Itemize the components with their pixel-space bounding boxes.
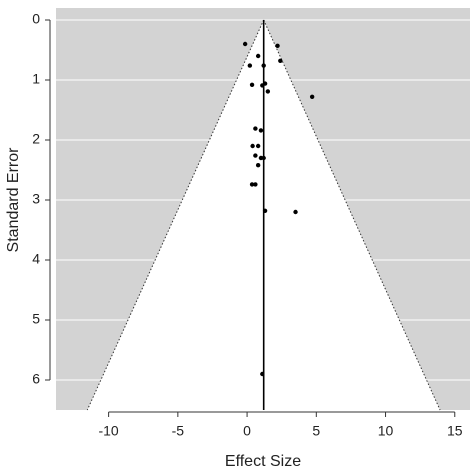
- y-tick-label: 6: [32, 371, 40, 387]
- funnel-limit: [263, 19, 441, 411]
- study-point: [309, 94, 315, 100]
- study-point: [293, 209, 298, 215]
- study-point: [261, 63, 266, 68]
- study-point: [261, 155, 266, 161]
- study-point: [253, 126, 258, 131]
- study-point: [258, 128, 264, 133]
- study-point: [255, 163, 261, 168]
- study-point: [249, 82, 255, 88]
- y-tick-label: 1: [32, 71, 40, 87]
- study-point: [275, 43, 280, 48]
- study-point: [250, 143, 255, 149]
- study-point: [255, 143, 261, 149]
- study-point: [278, 58, 283, 63]
- funnel-limit: [86, 19, 265, 411]
- x-axis-title: Effect Size: [225, 453, 301, 470]
- y-tick-label: 2: [32, 131, 40, 147]
- y-tick-label: 4: [32, 251, 40, 267]
- study-point: [262, 81, 268, 86]
- study-point: [242, 41, 248, 47]
- y-axis-title: Standard Error: [5, 147, 22, 253]
- study-point: [262, 208, 268, 213]
- study-point: [260, 371, 265, 377]
- study-point: [249, 182, 255, 187]
- study-point: [255, 53, 261, 59]
- x-tick-label: 10: [378, 423, 394, 439]
- y-tick-label: 5: [32, 311, 40, 327]
- study-point: [253, 153, 258, 158]
- study-point: [247, 63, 253, 68]
- y-tick-label: 0: [32, 11, 40, 27]
- x-tick-label: -10: [98, 423, 118, 439]
- y-tick-label: 3: [32, 191, 40, 207]
- x-tick-label: 0: [243, 423, 251, 439]
- study-point: [253, 182, 258, 187]
- study-point: [265, 89, 271, 94]
- x-tick-label: 5: [312, 423, 320, 439]
- x-tick-label: -5: [172, 423, 185, 439]
- x-tick-label: 15: [447, 423, 463, 439]
